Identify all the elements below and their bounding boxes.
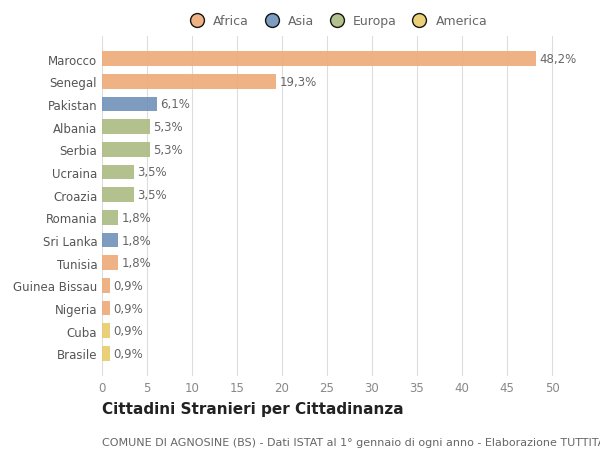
Bar (102, 211, 118, 225)
Bar (102, 233, 118, 248)
Bar (102, 52, 536, 67)
Text: 0,9%: 0,9% (114, 325, 143, 337)
Text: 6,1%: 6,1% (161, 98, 190, 111)
Bar (102, 301, 110, 316)
Text: 48,2%: 48,2% (539, 53, 577, 66)
Text: COMUNE DI AGNOSINE (BS) - Dati ISTAT al 1° gennaio di ogni anno - Elaborazione T: COMUNE DI AGNOSINE (BS) - Dati ISTAT al … (102, 437, 600, 447)
Text: Cittadini Stranieri per Cittadinanza: Cittadini Stranieri per Cittadinanza (102, 401, 404, 416)
Text: 3,5%: 3,5% (137, 189, 167, 202)
Bar (102, 324, 110, 338)
Text: 1,8%: 1,8% (122, 234, 152, 247)
Bar (102, 188, 133, 202)
Bar (102, 120, 150, 135)
Text: 19,3%: 19,3% (280, 76, 317, 89)
Bar (102, 346, 110, 361)
Text: 5,3%: 5,3% (154, 144, 183, 157)
Text: 0,9%: 0,9% (114, 302, 143, 315)
Bar (102, 278, 110, 293)
Text: 1,8%: 1,8% (122, 212, 152, 224)
Text: 3,5%: 3,5% (137, 166, 167, 179)
Bar (102, 75, 276, 90)
Legend: Africa, Asia, Europa, America: Africa, Asia, Europa, America (182, 12, 490, 30)
Bar (102, 256, 118, 270)
Text: 5,3%: 5,3% (154, 121, 183, 134)
Bar (102, 97, 157, 112)
Bar (102, 165, 133, 180)
Text: 1,8%: 1,8% (122, 257, 152, 269)
Text: 0,9%: 0,9% (114, 279, 143, 292)
Text: 0,9%: 0,9% (114, 347, 143, 360)
Bar (102, 143, 150, 157)
